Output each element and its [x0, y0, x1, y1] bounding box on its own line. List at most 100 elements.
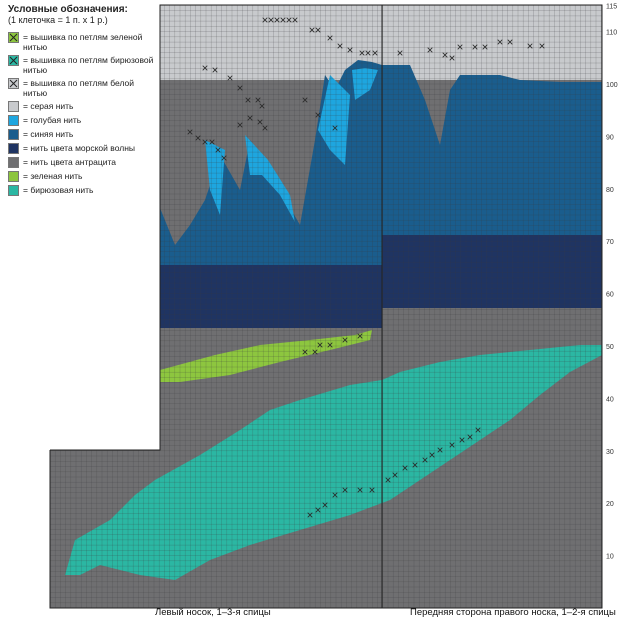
row-tick-label: 115 — [606, 3, 617, 10]
turquoise-x-mark — [475, 427, 481, 433]
legend-label: = нить цвета морской волны — [23, 143, 135, 153]
turquoise-x-mark — [437, 447, 443, 453]
row-tick-label: 110 — [606, 30, 617, 37]
turquoise-x-mark — [322, 502, 328, 508]
row-tick-label: 90 — [606, 134, 614, 141]
legend-swatch-navy — [8, 143, 19, 154]
white-x-mark — [255, 97, 261, 103]
light-blue-streak — [352, 68, 378, 100]
legend-label: = серая нить — [23, 101, 74, 111]
white-x-mark — [292, 17, 298, 23]
turquoise-x-mark — [307, 512, 313, 518]
legend-label: = вышивка по петлям белой нитью — [23, 78, 134, 98]
light-blue-streak — [318, 75, 350, 165]
white-x-mark — [497, 39, 503, 45]
white-x-mark — [262, 17, 268, 23]
chart-border — [49, 4, 603, 609]
white-x-mark — [309, 27, 315, 33]
white-x-mark — [280, 17, 286, 23]
legend-label: = синяя нить — [23, 129, 74, 139]
white-x-mark — [259, 103, 265, 109]
legend-item-anthracite: = нить цвета антрацита — [8, 157, 158, 168]
x-mark-icon — [8, 55, 19, 66]
white-x-mark — [187, 129, 193, 135]
white-x-mark — [195, 135, 201, 141]
white-x-mark — [221, 155, 227, 161]
legend-swatch-blue — [8, 129, 19, 140]
white-x-mark — [268, 17, 274, 23]
row-tick-label: 60 — [606, 292, 614, 299]
legend-item-gray: = серая нить — [8, 101, 158, 112]
legend-item-white_stitch: = вышивка по петлям белой нитью — [8, 78, 158, 98]
white-x-mark — [302, 97, 308, 103]
row-tick-label: 20 — [606, 501, 614, 508]
white-x-mark — [237, 85, 243, 91]
white-x-mark — [427, 47, 433, 53]
white-x-mark — [215, 147, 221, 153]
white-x-mark — [539, 43, 545, 49]
white-x-mark — [315, 112, 321, 118]
legend-label: = нить цвета антрацита — [23, 157, 116, 167]
turquoise-x-mark — [467, 434, 473, 440]
turquoise-x-mark — [315, 507, 321, 513]
navy-band-right — [382, 235, 602, 308]
white-x-mark — [227, 75, 233, 81]
white-x-mark — [507, 39, 513, 45]
white-x-mark — [202, 65, 208, 71]
white-x-mark — [237, 122, 243, 128]
row-tick-label: 50 — [606, 344, 614, 351]
green-x-mark — [327, 342, 333, 348]
legend-label: = голубая нить — [23, 115, 82, 125]
green-x-mark — [302, 349, 308, 355]
white-x-mark — [472, 44, 478, 50]
legend-swatch-light_blue — [8, 115, 19, 126]
x-mark-icon — [8, 32, 19, 43]
navy-band-left — [160, 265, 382, 328]
legend-label: = бирюзовая нить — [23, 185, 94, 195]
row-tick-label: 10 — [606, 554, 614, 561]
white-x-mark — [442, 52, 448, 58]
white-x-mark — [457, 44, 463, 50]
turquoise-x-mark — [429, 452, 435, 458]
white-x-mark — [247, 115, 253, 121]
legend-label: = зеленая нить — [23, 171, 83, 181]
white-x-mark — [327, 35, 333, 41]
white-x-mark — [212, 67, 218, 73]
right-sock-caption: Передняя сторона правого носка, 1–2-я сп… — [410, 607, 616, 618]
legend-item-blue: = синяя нить — [8, 129, 158, 140]
green-x-mark — [342, 337, 348, 343]
legend-swatch-gray — [8, 101, 19, 112]
white-x-mark — [482, 44, 488, 50]
white-x-mark — [337, 43, 343, 49]
turquoise-x-mark — [402, 465, 408, 471]
legend-label: = вышивка по петлям зеленой нитью — [23, 32, 143, 52]
x-mark-icon — [8, 78, 19, 89]
green-x-mark — [317, 342, 323, 348]
white-x-mark — [262, 125, 268, 131]
white-x-mark — [315, 27, 321, 33]
legend: Условные обозначения: (1 клеточка = 1 п.… — [8, 4, 158, 199]
white-x-mark — [245, 97, 251, 103]
white-x-mark — [209, 139, 215, 145]
white-x-mark — [274, 17, 280, 23]
white-x-mark — [372, 50, 378, 56]
row-tick-label: 100 — [606, 82, 618, 89]
blue-area-right — [382, 65, 602, 235]
legend-item-green_stitch: = вышивка по петлям зеленой нитью — [8, 32, 158, 52]
gray-area — [160, 5, 602, 80]
legend-list: = вышивка по петлям зеленой нитью = вышив… — [8, 32, 158, 196]
turquoise-x-mark — [332, 492, 338, 498]
row-tick-label: 70 — [606, 239, 614, 246]
turquoise-x-mark — [422, 457, 428, 463]
legend-item-light_blue: = голубая нить — [8, 115, 158, 126]
green-x-mark — [357, 333, 363, 339]
row-tick-label: 30 — [606, 449, 614, 456]
turquoise-x-mark — [392, 472, 398, 478]
white-x-mark — [257, 119, 263, 125]
legend-item-turq_stitch: = вышивка по петлям бирюзовой нитью — [8, 55, 158, 75]
legend-subtitle: (1 клеточка = 1 п. х 1 р.) — [8, 15, 108, 25]
light-blue-streak — [205, 140, 225, 215]
legend-item-turquoise: = бирюзовая нить — [8, 185, 158, 196]
light-blue-streak — [245, 135, 295, 222]
row-tick-label: 40 — [606, 396, 614, 403]
